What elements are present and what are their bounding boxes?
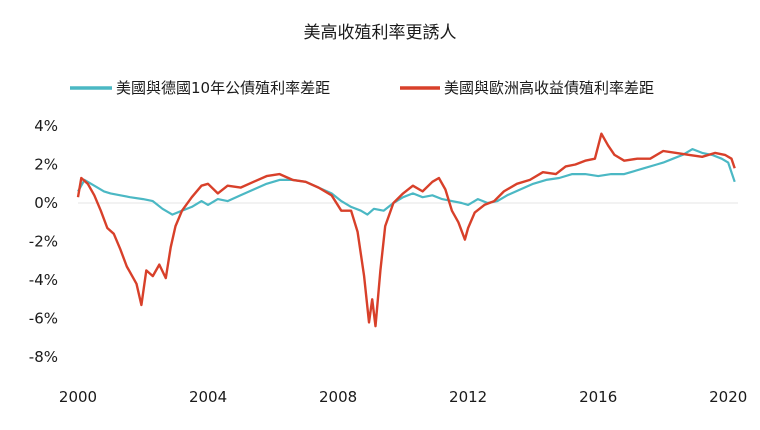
legend: 美國與德國10年公債殖利率差距 美國與歐洲高收益債殖利率差距: [70, 79, 654, 97]
x-tick-label: 2000: [59, 388, 97, 406]
series-line-1: [77, 148, 736, 216]
y-tick-label: -4%: [29, 271, 58, 289]
x-tick-label: 2012: [449, 388, 487, 406]
series-line-2: [76, 132, 736, 328]
y-axis-ticks: 4% 2% 0% -2% -4% -6% -8%: [29, 117, 58, 366]
y-tick-label: -2%: [29, 233, 58, 251]
series-lines: [76, 132, 736, 328]
legend-label-series1: 美國與德國10年公債殖利率差距: [116, 79, 330, 97]
x-tick-label: 2016: [579, 388, 617, 406]
y-tick-label: 2%: [34, 156, 58, 174]
x-axis-ticks: 2000 2004 2008 2012 2016 2020: [59, 388, 747, 406]
legend-label-series2: 美國與歐洲高收益債殖利率差距: [444, 79, 654, 97]
x-tick-label: 2004: [189, 388, 227, 406]
x-tick-label: 2020: [709, 388, 747, 406]
y-tick-label: -8%: [29, 348, 58, 366]
x-tick-label: 2008: [319, 388, 357, 406]
y-tick-label: -6%: [29, 310, 58, 328]
chart-title: 美高收殖利率更誘人: [304, 23, 457, 43]
y-tick-label: 4%: [34, 117, 58, 135]
y-tick-label: 0%: [34, 194, 58, 212]
